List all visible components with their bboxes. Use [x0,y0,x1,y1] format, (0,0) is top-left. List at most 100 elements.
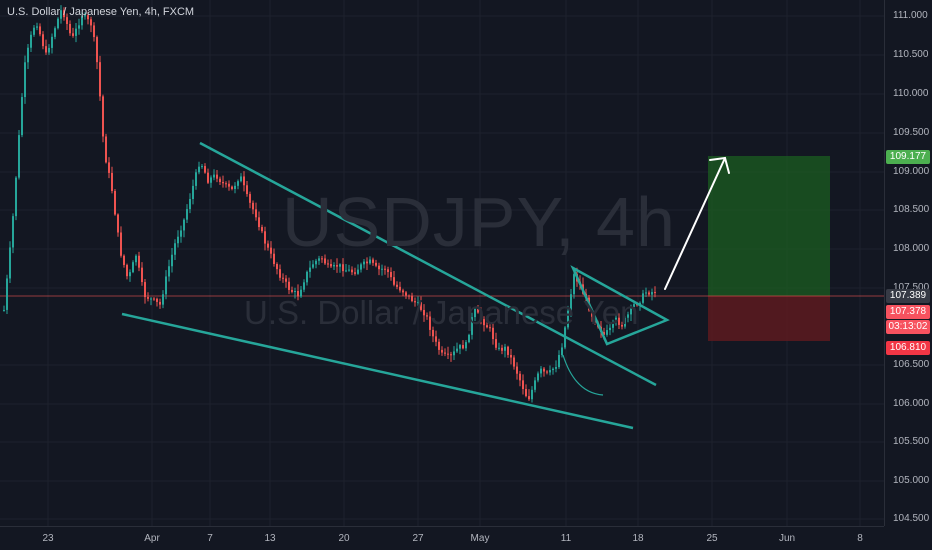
candle-body [324,258,326,264]
price-tick: 107.500 [893,282,930,293]
candle-body [429,316,431,330]
candle-body [138,255,140,268]
candle-body [612,322,614,328]
candle-body [111,172,113,191]
candle-body [33,27,35,35]
candle-body [534,380,536,390]
candle-body [30,34,32,48]
candle-body [444,352,446,354]
candle-body [39,26,41,35]
price-tick: 108.500 [893,204,930,215]
candle-body [285,278,287,282]
candle-body [486,325,488,328]
candle-body [480,312,482,320]
time-tick: 11 [560,533,572,544]
candle-body [165,276,167,295]
candle-body [66,17,68,24]
wedge-upper-trendline[interactable] [199,141,657,387]
price-tick: 105.500 [893,436,930,447]
candle-body [495,339,497,348]
candle-body [423,309,425,316]
entry-price-tag: 107.378 [886,305,930,319]
candle-body [45,46,47,53]
candle-body [357,269,359,274]
candle-body [51,36,53,48]
candle-body [318,258,320,261]
candle-body [438,341,440,350]
price-chart[interactable] [0,0,884,526]
candle-body [654,292,656,294]
candle-body [432,329,434,337]
candle-body [483,319,485,326]
candle-body [540,368,542,374]
target-zone[interactable] [708,156,830,296]
candle-body [27,47,29,63]
candle-body [204,166,206,173]
candle-body [459,345,461,349]
candle-body [390,272,392,278]
candle-body [189,199,191,210]
time-tick: 25 [706,533,718,544]
candle-body [561,347,563,356]
candle-body [609,327,611,331]
projection-arrow[interactable] [664,156,730,290]
bar-countdown: 03:13:02 [886,320,930,334]
price-axis[interactable]: 111.000 110.500 110.000 109.500 109.000 … [884,0,932,526]
candle-body [369,259,371,264]
candle-body [288,281,290,290]
price-tick: 105.000 [893,475,930,486]
symbol-title[interactable]: U.S. Dollar / Japanese Yen, 4h, FXCM [7,6,195,18]
candle-body [213,174,215,178]
candle-body [522,380,524,390]
candle-body [399,286,401,291]
candle-body [348,269,350,271]
candle-body [141,267,143,283]
time-tick: 23 [42,533,54,544]
candle-body [333,265,335,267]
candle-body [354,272,356,274]
candle-body [462,345,464,349]
candle-body [351,269,353,273]
candle-body [69,23,71,34]
candle-body [120,232,122,256]
candle-body [366,261,368,264]
candle-body [240,176,242,182]
candle-body [603,332,605,335]
candle-body [312,264,314,268]
candle-body [174,243,176,255]
candle-body [129,272,131,277]
candle-body [606,330,608,335]
candle-body [87,15,89,20]
candle-body [453,351,455,356]
wedge-lower-trendline[interactable] [121,312,634,430]
candle-body [105,136,107,163]
candle-body [135,255,137,263]
candle-body [270,247,272,254]
candle-body [447,353,449,355]
candle-body [363,261,365,265]
candle-body [294,290,296,292]
candle-body [567,310,569,328]
candle-body [78,25,80,29]
candle-body [465,342,467,349]
pennant-triangle[interactable] [570,265,670,346]
candle-body [261,227,263,232]
candle-body [651,292,653,295]
pattern-lines[interactable] [121,141,670,430]
candle-body [408,295,410,297]
candle-body [126,264,128,277]
candle-body [252,202,254,210]
candle-body [267,243,269,248]
candle-body [114,190,116,215]
candle-body [297,290,299,297]
stop-zone[interactable] [708,296,830,341]
candle-body [12,216,14,248]
candle-body [249,194,251,203]
candle-body [42,34,44,47]
candle-body [246,185,248,195]
time-axis[interactable]: 23 Apr 7 13 20 27 May 11 18 25 Jun 8 [0,526,884,550]
candle-body [378,265,380,270]
candle-body [36,26,38,28]
candle-body [177,236,179,244]
stop-price-tag: 106.810 [886,341,930,355]
